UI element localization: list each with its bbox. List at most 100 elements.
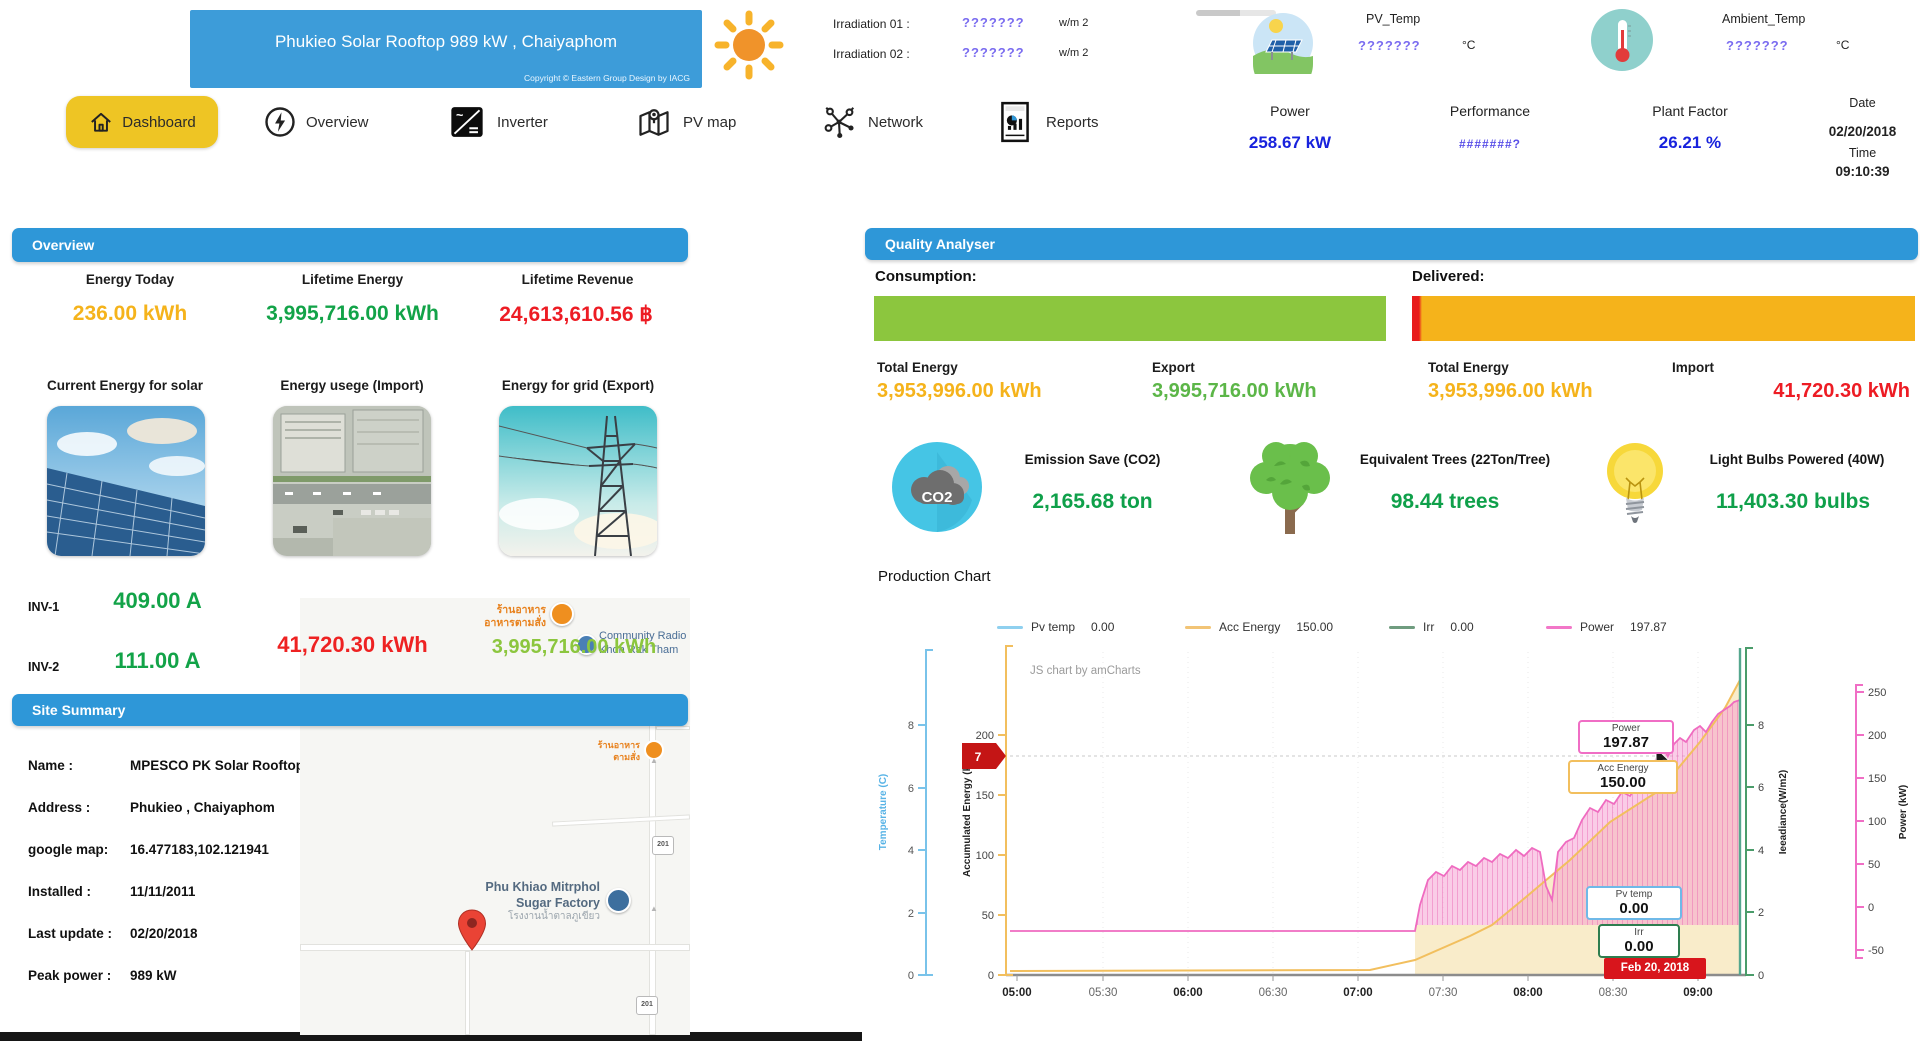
irr-tick-8: 8 bbox=[1758, 720, 1764, 732]
map-road-shield-1: 201 bbox=[652, 836, 674, 855]
inv1-value: 409.00 A bbox=[113, 588, 202, 613]
chart-legend: Pv temp 0.00 Acc Energy 150.00 Irr 0.00 … bbox=[870, 620, 1920, 640]
stat-value-lifetime-energy: 3,995,716.00 kWh bbox=[266, 302, 439, 325]
legend-dash-irr bbox=[1389, 625, 1415, 629]
nav-item-pv-map[interactable]: PV map bbox=[635, 104, 736, 140]
irr-tick-2: 2 bbox=[1758, 907, 1764, 919]
google-map[interactable]: ร้านอาหาร อาหารตามสั่ง Community Radio K… bbox=[300, 598, 690, 1035]
nav-label-reports: Reports bbox=[1046, 113, 1099, 131]
export-value: 3,995,716.00 kWh bbox=[1152, 380, 1317, 402]
nav-label-inverter: Inverter bbox=[497, 113, 548, 131]
light-bulbs-label: Light Bulbs Powered (40W) bbox=[1709, 452, 1885, 467]
legend-item-accenergy[interactable]: Acc Energy 150.00 bbox=[1185, 620, 1333, 634]
site-row-installed-label: Installed : bbox=[28, 884, 92, 899]
site-row-lastupdate-label: Last update : bbox=[28, 926, 113, 941]
map-poi-restaurant1-label: ร้านอาหาร อาหารตามสั่ง bbox=[484, 604, 546, 630]
tooltip-irr: Irr 0.00 bbox=[1598, 924, 1680, 959]
pv-map-icon bbox=[639, 109, 669, 136]
map-marker-pin[interactable] bbox=[456, 908, 488, 952]
acc-axis-title: Accumulated Energy (kWh) bbox=[962, 747, 973, 877]
site-row-googlemap-label: google map: bbox=[28, 842, 109, 857]
irr-tick-0: 0 bbox=[1758, 970, 1764, 982]
consumption-label: Consumption: bbox=[875, 268, 977, 285]
production-chart-plot[interactable]: JS chart by amCharts 05:00 05:30 06:00 0… bbox=[870, 640, 1920, 1015]
svg-text:~: ~ bbox=[456, 109, 463, 123]
stat-label-energy-today: Energy Today bbox=[85, 272, 175, 287]
power-axis-title: Power (kW) bbox=[1898, 785, 1909, 839]
co2-icon: CO2 bbox=[892, 442, 982, 532]
quality-panel-header: Quality Analyser bbox=[865, 228, 1918, 260]
alert-marker-value: 7 bbox=[975, 750, 982, 764]
equivalent-trees-value: 98.44 trees bbox=[1390, 490, 1500, 513]
production-chart-title: Production Chart bbox=[878, 568, 991, 585]
nav-item-reports[interactable]: Reports bbox=[996, 100, 1099, 144]
light-bulb-icon bbox=[1607, 443, 1663, 523]
nav-item-dashboard[interactable]: Dashboard bbox=[66, 96, 218, 148]
acc-tick-0: 0 bbox=[988, 970, 994, 982]
legend-label-irr: Irr bbox=[1423, 620, 1435, 634]
acc-tick-50: 50 bbox=[982, 910, 994, 922]
copyright-text: Copyright © Eastern Group Design by IACG bbox=[524, 73, 690, 83]
pv-temp-unit: °C bbox=[1462, 38, 1476, 52]
time-value: 09:10:39 bbox=[1835, 164, 1890, 179]
ambient-temp-value: ??????? bbox=[1726, 38, 1789, 53]
map-poi-restaurant2-label: ร้านอาหาร ตามสั่ง bbox=[597, 740, 640, 762]
power-tick-50: 50 bbox=[1868, 859, 1880, 871]
legend-item-pvtemp[interactable]: Pv temp 0.00 bbox=[997, 620, 1114, 634]
card-title-export: Energy for grid (Export) bbox=[501, 378, 655, 393]
nav-label-overview: Overview bbox=[306, 113, 369, 131]
title-banner: Phukieo Solar Rooftop 989 kW , Chaiyapho… bbox=[190, 10, 702, 88]
solar-panel-image bbox=[47, 406, 205, 556]
consumption-total-label: Total Energy bbox=[877, 360, 958, 375]
stat-value-energy-today: 236.00 kWh bbox=[72, 302, 188, 325]
nav-label-dashboard: Dashboard bbox=[122, 113, 196, 131]
inverter-icon: ~ bbox=[451, 107, 483, 137]
nav-item-overview[interactable]: Overview bbox=[262, 104, 369, 140]
transmission-tower-image bbox=[499, 406, 657, 556]
irradiation-2-unit: w/m 2 bbox=[1059, 47, 1089, 59]
import-label: Import bbox=[1672, 360, 1714, 375]
power-tick-150: 150 bbox=[1868, 773, 1886, 785]
sun-icon bbox=[714, 10, 784, 80]
card-title-import: Energy usege (Import) bbox=[280, 378, 424, 393]
map-poi-restaurant2-icon[interactable] bbox=[644, 740, 664, 760]
x-tick-0630: 06:30 bbox=[1259, 987, 1288, 999]
map-poi-restaurant1-icon[interactable] bbox=[550, 602, 574, 626]
chart-date-badge: Feb 20, 2018 bbox=[1604, 958, 1706, 979]
tooltip-pv-temp: Pv temp 0.00 bbox=[1586, 886, 1682, 921]
site-row-name-value: MPESCO PK Solar Rooftop bbox=[130, 758, 305, 773]
power-label: Power bbox=[1270, 103, 1310, 119]
legend-item-irr[interactable]: Irr 0.00 bbox=[1389, 620, 1474, 634]
legend-item-power[interactable]: Power 197.87 bbox=[1546, 620, 1667, 634]
equivalent-trees-label: Equivalent Trees (22Ton/Tree) bbox=[1359, 452, 1551, 467]
map-oneway-arrow-1: ▲ bbox=[650, 756, 658, 765]
plant-factor-label: Plant Factor bbox=[1652, 103, 1728, 119]
x-tick-0530: 05:30 bbox=[1089, 987, 1118, 999]
legend-value-accenergy: 150.00 bbox=[1296, 620, 1334, 634]
export-label: Export bbox=[1152, 360, 1195, 375]
overview-panel-title: Overview bbox=[32, 237, 95, 253]
pv-temp-value: ??????? bbox=[1358, 38, 1421, 53]
irradiation-2-value: ??????? bbox=[962, 45, 1025, 60]
map-poi-radio-icon[interactable] bbox=[576, 634, 597, 655]
irradiation-1-unit: w/m 2 bbox=[1059, 17, 1089, 29]
map-poi-factory-icon[interactable] bbox=[606, 888, 631, 913]
legend-dash-pvtemp bbox=[997, 625, 1023, 629]
site-row-peakpower-label: Peak power : bbox=[28, 968, 112, 983]
nav-item-inverter[interactable]: ~ Inverter bbox=[448, 104, 548, 140]
x-tick-0900: 09:00 bbox=[1683, 987, 1712, 999]
card-title-solar: Current Energy for solar bbox=[46, 378, 204, 393]
consumption-bar bbox=[874, 296, 1386, 341]
map-road-lower bbox=[465, 951, 470, 1035]
power-tick-neg50: -50 bbox=[1868, 945, 1884, 957]
map-poi-factory-label: Phu Khiao Mitrphol Sugar Factory โรงงานน… bbox=[485, 880, 600, 923]
bottom-bar bbox=[0, 1032, 862, 1041]
x-tick-0730: 07:30 bbox=[1429, 987, 1458, 999]
inv1-label: INV-1 bbox=[28, 600, 60, 614]
site-summary-title: Site Summary bbox=[32, 702, 126, 718]
delivered-label: Delivered: bbox=[1412, 268, 1485, 285]
stat-label-lifetime-revenue: Lifetime Revenue bbox=[521, 272, 634, 287]
acc-tick-100: 100 bbox=[976, 850, 994, 862]
nav-item-network[interactable]: Network bbox=[820, 104, 923, 140]
